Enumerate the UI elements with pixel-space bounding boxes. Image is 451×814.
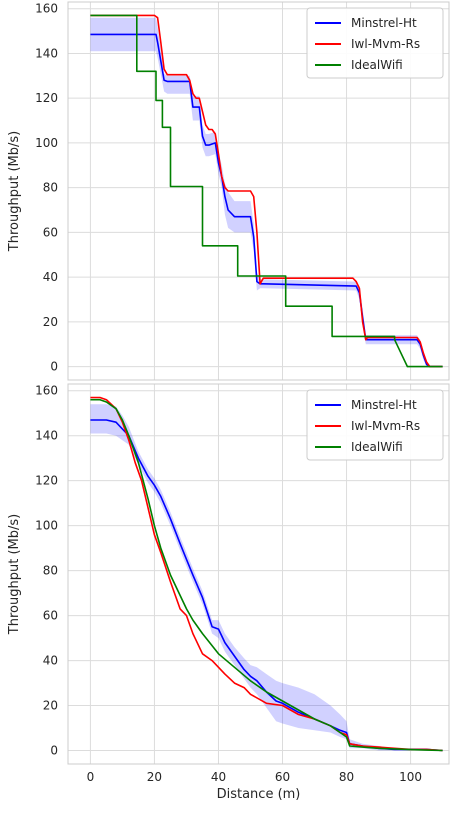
y-tick-label: 40 [43,270,58,284]
y-tick-label: 120 [35,474,58,488]
y-tick-label: 160 [35,384,58,398]
legend-label: Minstrel-Ht [351,16,417,30]
y-tick-label: 20 [43,699,58,713]
series-line-2 [90,396,443,752]
legend: Minstrel-Ht Iwl-Mvm-Rs IdealWifi [306,389,444,461]
y-axis-label: Throughput (Mb/s) [7,514,22,635]
legend-label: IdealWifi [351,58,403,72]
plot-frame [67,1,450,381]
y-tick-label: 100 [35,136,58,150]
x-tick-label: 0 [87,770,95,784]
y-tick-label: 80 [43,181,58,195]
y-tick-label: 80 [43,564,58,578]
series-line-1 [90,33,443,368]
y-tick-label: 0 [50,744,58,758]
legend: Minstrel-Ht Iwl-Mvm-Rs IdealWifi [306,7,444,79]
chart-panel-1: 0 20 40 60 80 100 120 140 160 Throughput (Mb/s) Mi… [7,1,450,381]
y-tick-label: 60 [43,609,58,623]
x-tick-label: 100 [399,770,422,784]
y-tick-label: 0 [50,360,58,374]
series-line-3 [90,398,443,752]
legend-box [306,7,444,79]
x-tick-label: 60 [275,770,290,784]
y-tick-label: 140 [35,46,58,60]
legend-label: Iwl-Mvm-Rs [351,37,420,51]
x-axis-label: Distance (m) [217,787,301,802]
series-band-1 [90,404,443,751]
x-tick-label: 20 [147,770,162,784]
legend-label: IdealWifi [351,440,403,454]
y-tick-label: 20 [43,315,58,329]
chart-panel-2: 0 20 40 60 80 100 120 140 160 0 20 40 60 80 100 Through… [7,383,450,802]
y-tick-label: 100 [35,519,58,533]
x-tick-label: 40 [211,770,226,784]
y-tick-label: 120 [35,91,58,105]
y-axis-label: Throughput (Mb/s) [7,131,22,252]
y-tick-label: 40 [43,654,58,668]
series-line-3 [90,14,443,368]
legend-label: Iwl-Mvm-Rs [351,419,420,433]
plot-frame [67,383,450,765]
legend-label: Minstrel-Ht [351,398,417,412]
y-tick-label: 140 [35,429,58,443]
y-tick-label: 60 [43,225,58,239]
legend-box [306,389,444,461]
x-tick-label: 80 [339,770,354,784]
y-tick-label: 160 [35,2,58,16]
series-line-2 [90,14,443,368]
